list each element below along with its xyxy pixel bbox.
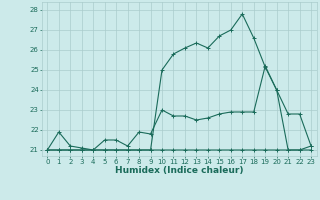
X-axis label: Humidex (Indice chaleur): Humidex (Indice chaleur) <box>115 166 244 175</box>
